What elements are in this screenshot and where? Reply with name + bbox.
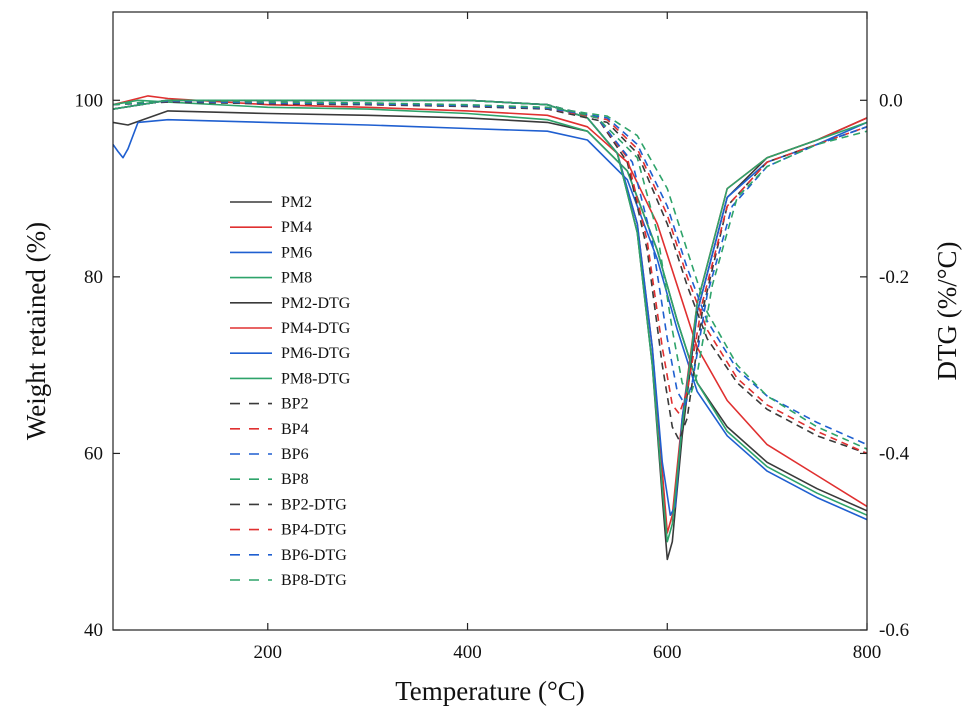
series-bp4 [112, 100, 868, 455]
y-right-tick-label: -0.2 [879, 267, 909, 288]
legend-label-bp6-dtg: BP6-DTG [281, 547, 347, 564]
series-pm6 [112, 118, 868, 521]
legend-label-pm4-dtg: PM4-DTG [281, 320, 351, 337]
series-bp4-dtg [112, 99, 868, 415]
legend-label-bp2-dtg: BP2-DTG [281, 496, 347, 513]
legend: PM2 PM4 PM6 PM8 PM2-DTG PM4-DTG PM6-DTG PM8-DTG… [230, 194, 351, 589]
series-pm6-dtg [112, 99, 868, 517]
legend-label-bp8-dtg: BP8-DTG [281, 572, 347, 589]
legend-label-pm8-dtg: PM8-DTG [281, 370, 351, 387]
y-left-tick-label: 60 [84, 443, 103, 464]
series-pm2-dtg [112, 99, 868, 561]
x-tick-label: 600 [653, 642, 682, 663]
legend-label-pm8: PM8 [281, 270, 312, 287]
y-axis-left-title: Weight retained (%) [21, 222, 51, 440]
legend-label-pm6: PM6 [281, 244, 312, 261]
y-right-tick-label: -0.6 [879, 620, 909, 641]
x-tick-label: 200 [254, 642, 283, 663]
legend-label-pm6-dtg: PM6-DTG [281, 345, 351, 362]
legend-label-pm4: PM4 [281, 219, 312, 236]
legend-label-pm2: PM2 [281, 194, 312, 211]
y-left-tick-label: 40 [84, 620, 103, 641]
legend-label-pm2-dtg: PM2-DTG [281, 295, 351, 312]
x-tick-label: 400 [453, 642, 482, 663]
y-left-tick-label: 100 [75, 90, 104, 111]
legend-label-bp4-dtg: BP4-DTG [281, 522, 347, 539]
y-left-tick-label: 80 [84, 267, 103, 288]
series-bp6 [112, 100, 868, 446]
x-tick-label: 800 [853, 642, 882, 663]
series-pm4-dtg [112, 99, 868, 534]
y-axis-right-title: DTG (%/°C) [932, 241, 962, 380]
ticks-layer: 200 400 600 800 40 60 80 100 -0.6 -0.4 -0.2 0.0 [75, 12, 910, 663]
y-right-tick-label: -0.4 [879, 443, 910, 464]
legend-label-bp4: BP4 [281, 421, 309, 438]
series-layer [112, 95, 868, 561]
series-pm8-dtg [112, 99, 868, 543]
legend-label-bp2: BP2 [281, 396, 309, 413]
y-right-tick-label: 0.0 [879, 90, 903, 111]
series-bp8-dtg [112, 99, 868, 397]
series-pm4 [112, 95, 868, 508]
plot-frame [112, 11, 868, 631]
series-bp6-dtg [112, 99, 868, 406]
series-pm8 [112, 99, 868, 516]
series-bp2-dtg [112, 99, 868, 442]
series-bp8 [112, 99, 868, 450]
x-axis-title: Temperature (°C) [395, 676, 585, 706]
legend-label-bp8: BP8 [281, 471, 309, 488]
legend-label-bp6: BP6 [281, 446, 309, 463]
series-bp2 [112, 101, 868, 455]
